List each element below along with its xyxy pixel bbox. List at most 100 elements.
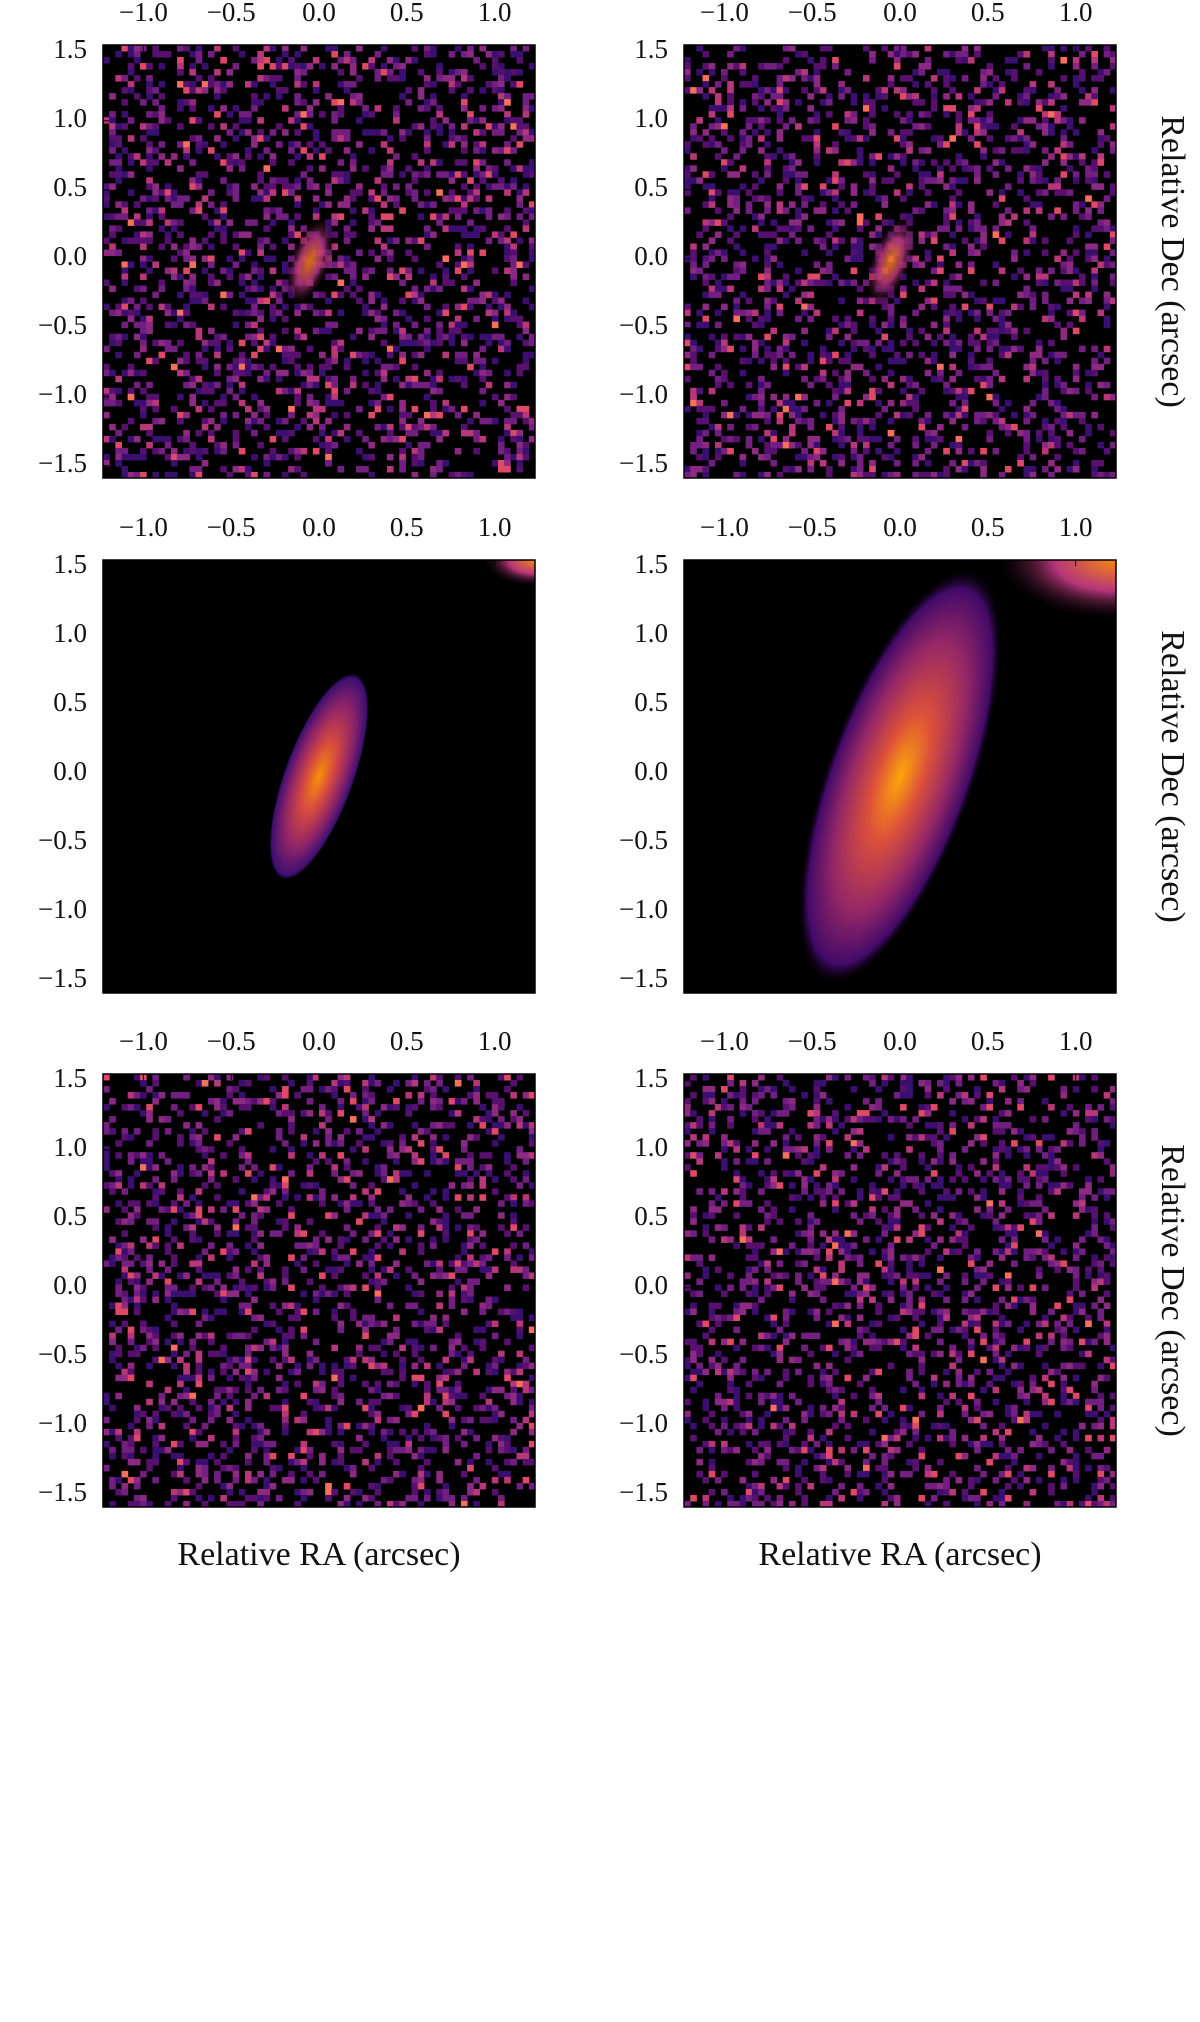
noise-pixel (454, 1350, 462, 1358)
noise-pixel (121, 1254, 129, 1261)
noise-pixel (349, 1374, 357, 1382)
noise-pixel (967, 117, 975, 124)
noise-pixel (510, 117, 517, 124)
noise-pixel (949, 345, 957, 353)
noise-pixel (442, 1434, 450, 1442)
noise-pixel (491, 1356, 499, 1364)
noise-pixel (473, 225, 480, 232)
noise-pixel (479, 105, 487, 112)
noise-pixel (906, 189, 913, 196)
noise-pixel (721, 147, 728, 154)
noise-pixel (337, 399, 345, 407)
noise-pixel (423, 1392, 431, 1400)
noise-pixel (776, 261, 784, 269)
noise-pixel (522, 225, 530, 232)
noise-pixel (368, 471, 376, 478)
noise-pixel (998, 471, 1006, 478)
noise-pixel (195, 447, 203, 455)
noise-pixel (460, 75, 468, 82)
noise-pixel (528, 303, 535, 311)
noise-pixel (306, 1362, 314, 1370)
noise-pixel (1091, 273, 1098, 281)
noise-pixel (244, 1350, 252, 1358)
noise-pixel (164, 267, 172, 275)
noise-pixel (349, 1170, 357, 1177)
noise-pixel (943, 93, 950, 100)
noise-pixel (127, 1182, 135, 1189)
noise-pixel (510, 315, 517, 323)
noise-pixel (485, 1266, 493, 1273)
noise-pixel (460, 1140, 468, 1147)
noise-pixel (448, 1338, 456, 1346)
noise-pixel (850, 417, 858, 425)
noise-pixel (479, 147, 487, 154)
noise-pixel (764, 99, 771, 106)
noise-pixel (528, 1200, 535, 1207)
noise-pixel (869, 417, 876, 425)
noise-pixel (460, 357, 468, 365)
noise-pixel (121, 303, 129, 311)
noise-pixel (362, 1086, 369, 1093)
noise-pixel (405, 1200, 413, 1207)
noise-pixel (1017, 99, 1024, 106)
noise-pixel (497, 93, 505, 100)
noise-pixel (331, 219, 339, 226)
noise-pixel (300, 1416, 308, 1424)
noise-pixel (1023, 405, 1031, 413)
noise-pixel (133, 1434, 141, 1442)
noise-pixel (844, 375, 852, 383)
noise-pixel (214, 1272, 221, 1279)
noise-pixel (411, 351, 419, 359)
noise-pixel (918, 177, 926, 184)
noise-pixel (838, 87, 845, 94)
noise-pixel (177, 1380, 184, 1388)
noise-pixel (436, 327, 443, 335)
noise-pixel (690, 177, 697, 184)
noise-pixel (368, 1248, 376, 1255)
noise-pixel (949, 411, 957, 419)
noise-pixel (850, 279, 858, 287)
noise-pixel (918, 303, 926, 311)
noise-pixel (893, 459, 901, 467)
noise-pixel (312, 417, 320, 425)
noise-pixel (875, 225, 882, 232)
noise-pixel (214, 1116, 221, 1123)
noise-pixel (436, 1260, 443, 1267)
noise-pixel (312, 1338, 320, 1346)
noise-pixel (807, 117, 815, 124)
noise-pixel (862, 75, 870, 82)
noise-pixel (1109, 297, 1116, 305)
noise-pixel (399, 417, 406, 425)
noise-pixel (479, 225, 487, 232)
noise-pixel (195, 1212, 203, 1219)
noise-pixel (331, 1368, 339, 1376)
noise-pixel (795, 159, 802, 166)
noise-pixel (516, 1116, 524, 1123)
noise-pixel (325, 1266, 332, 1273)
noise-pixel (893, 87, 901, 94)
noise-pixel (325, 189, 332, 196)
noise-pixel (497, 1224, 505, 1231)
noise-pixel (300, 1410, 308, 1418)
noise-pixel (133, 153, 141, 160)
noise-pixel (362, 1080, 369, 1087)
noise-pixel (1029, 201, 1037, 208)
noise-pixel (906, 375, 913, 383)
noise-pixel (337, 129, 345, 136)
noise-pixel (900, 87, 907, 94)
noise-pixel (943, 471, 950, 478)
noise-pixel (281, 1266, 289, 1273)
noise-pixel (127, 1248, 135, 1255)
noise-pixel (368, 1422, 376, 1430)
noise-pixel (974, 327, 981, 335)
noise-pixel (257, 189, 264, 196)
noise-pixel (1029, 351, 1037, 359)
noise-pixel (331, 177, 339, 184)
noise-pixel (955, 369, 963, 377)
noise-pixel (269, 285, 277, 293)
noise-pixel (473, 351, 480, 359)
noise-pixel (362, 1314, 369, 1322)
noise-pixel (257, 315, 264, 323)
noise-pixel (1091, 99, 1098, 106)
noise-pixel (393, 153, 400, 160)
